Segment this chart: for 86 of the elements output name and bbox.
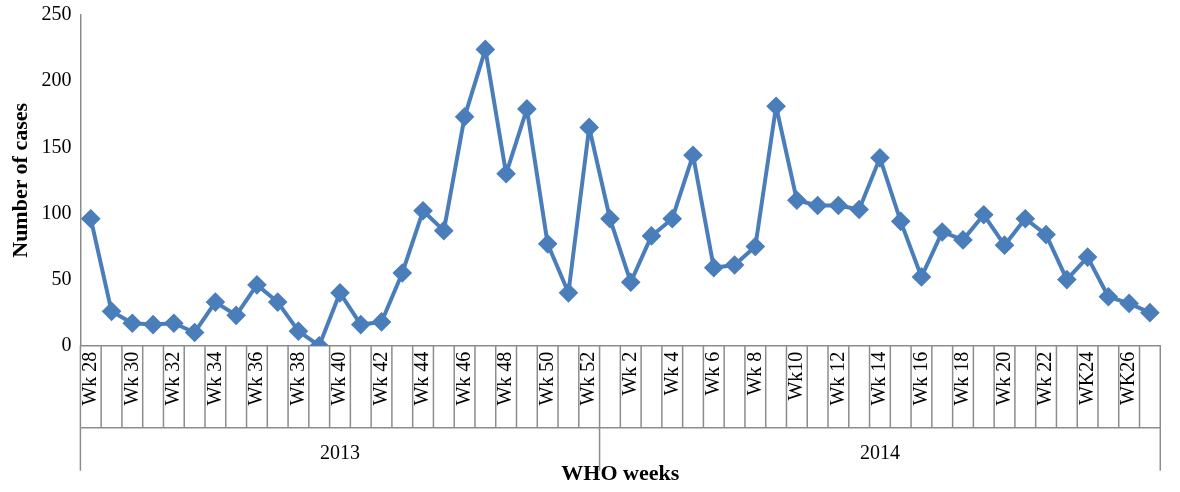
point — [580, 118, 599, 137]
x-tick-label: WK24 — [1074, 351, 1097, 406]
point — [455, 107, 474, 126]
point — [434, 221, 453, 240]
point — [621, 273, 640, 292]
point — [414, 201, 433, 220]
point — [247, 275, 266, 294]
x-tick-label: Wk 6 — [701, 351, 724, 396]
point — [1057, 270, 1076, 289]
point — [476, 40, 495, 59]
point — [123, 314, 142, 333]
point — [330, 283, 349, 302]
point — [538, 234, 557, 253]
point — [102, 302, 121, 321]
y-axis-title: Number of cases — [6, 102, 32, 258]
point — [725, 256, 744, 275]
point — [289, 322, 308, 341]
y-tick-label: 150 — [41, 134, 72, 157]
x-tick-label: Wk 28 — [78, 351, 101, 406]
point — [351, 315, 370, 334]
point — [1099, 287, 1118, 306]
point — [559, 283, 578, 302]
x-tick-label: Wk 30 — [119, 351, 142, 406]
point — [600, 209, 619, 228]
y-tick-label: 50 — [51, 266, 72, 289]
x-tick-label: Wk 46 — [451, 351, 474, 406]
point — [268, 293, 287, 312]
x-tick-label: Wk 4 — [659, 351, 682, 396]
x-tick-label: Wk 2 — [617, 351, 640, 396]
text: 2014 — [859, 440, 900, 463]
point — [912, 267, 931, 286]
x-tick-label: Wk 32 — [161, 351, 184, 406]
x-tick-label: Wk 50 — [534, 351, 557, 406]
text: 2013 — [319, 440, 360, 463]
x-tick-label: Wk 40 — [327, 351, 350, 406]
x-tick-label: Wk 48 — [493, 351, 516, 406]
y-tick-label: 0 — [61, 332, 72, 355]
point — [642, 226, 661, 245]
point — [372, 312, 391, 331]
x-tick-label: Wk 52 — [576, 351, 599, 406]
x-tick-label: Wk 36 — [244, 351, 267, 406]
point — [704, 258, 723, 277]
point — [164, 314, 183, 333]
y-tick-label: 200 — [41, 68, 72, 91]
x-tick-label: Wk 14 — [867, 351, 890, 406]
x-tick-label: Wk 38 — [285, 351, 308, 406]
point — [974, 205, 993, 224]
point — [1120, 294, 1139, 313]
point — [829, 196, 848, 215]
x-tick-label: Wk 18 — [950, 351, 973, 406]
point — [81, 209, 100, 228]
x-tick-label: Wk10 — [784, 351, 807, 401]
x-tick-label: Wk 12 — [825, 351, 848, 406]
point — [1078, 248, 1097, 267]
point — [995, 236, 1014, 255]
point — [684, 146, 703, 165]
point — [891, 212, 910, 231]
point — [850, 200, 869, 219]
point — [144, 315, 163, 334]
point — [517, 99, 536, 118]
point — [808, 196, 827, 215]
x-tick-label: Wk 16 — [908, 351, 931, 406]
point — [663, 209, 682, 228]
point — [870, 148, 889, 167]
point — [933, 222, 952, 241]
point — [1140, 303, 1159, 322]
y-tick-label: 250 — [41, 2, 72, 25]
x-tick-label: WK26 — [1116, 351, 1139, 406]
x-tick-label: Wk 20 — [991, 351, 1014, 406]
x-axis-title: WHO weeks — [561, 460, 680, 486]
point — [206, 293, 225, 312]
point — [953, 230, 972, 249]
point — [1016, 209, 1035, 228]
point — [185, 323, 204, 342]
y-tick-label: 100 — [41, 200, 72, 223]
point — [497, 164, 516, 183]
point — [227, 306, 246, 325]
x-tick-label: Wk 22 — [1033, 351, 1056, 406]
x-tick-label: Wk 34 — [202, 351, 225, 406]
x-tick-label: Wk 42 — [368, 351, 391, 406]
point — [1037, 225, 1056, 244]
point — [393, 263, 412, 282]
point — [787, 191, 806, 210]
x-tick-label: Wk 8 — [742, 351, 765, 396]
point — [746, 237, 765, 256]
x-tick-label: Wk 44 — [410, 351, 433, 406]
